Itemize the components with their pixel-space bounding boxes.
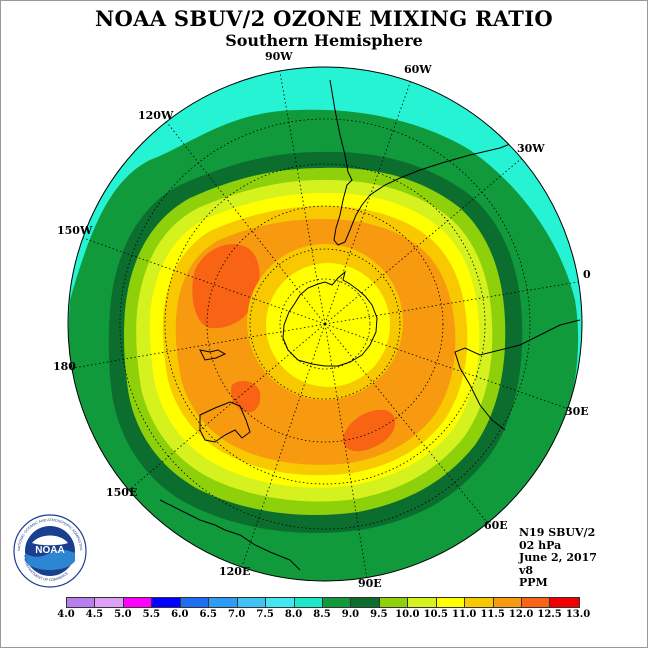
info-units: PPM xyxy=(519,576,548,589)
colorbar-swatch xyxy=(266,598,295,607)
colorbar-swatch xyxy=(209,598,238,607)
antarctica-coast xyxy=(282,270,378,367)
colorbar-tick-label: 11.5 xyxy=(480,609,505,620)
meridian-60e xyxy=(324,323,487,522)
coastlines xyxy=(159,79,581,571)
lon-label-90w: 90W xyxy=(265,50,293,63)
colorbar-tick-label: 12.5 xyxy=(537,609,562,620)
colorbar-tick-label: 10.0 xyxy=(395,609,420,620)
lon-label-60w: 60W xyxy=(404,63,432,76)
lon-label-30e: 30E xyxy=(565,405,589,418)
colorbar-tick-label: 4.0 xyxy=(57,609,75,620)
meridian-30w xyxy=(324,157,523,325)
logo-text: NOAA xyxy=(35,545,64,556)
meridian-120e xyxy=(241,323,326,568)
colorbar-tick-label: 11.0 xyxy=(452,609,477,620)
latitude-circle xyxy=(119,118,531,530)
colorbar-tick-label: 10.5 xyxy=(423,609,448,620)
info-block: N19 SBUV/2 02 hPa June 2, 2017 v8 PPM xyxy=(519,526,597,590)
colorbar-swatch xyxy=(322,598,352,607)
lon-label-120w: 120W xyxy=(138,109,174,122)
info-date: June 2, 2017 xyxy=(519,551,597,564)
colorbar-tick-label: 9.5 xyxy=(370,609,388,620)
lon-label-180: 180 xyxy=(53,360,76,373)
colorbar-swatch xyxy=(67,598,96,607)
colorbar-swatch xyxy=(294,598,323,607)
colorbar-tick-label: 9.0 xyxy=(341,609,360,620)
colorbar-tick-label: 5.5 xyxy=(142,609,161,620)
colorbar-swatch xyxy=(408,598,437,607)
colorbar-swatch xyxy=(522,598,551,607)
colorbar-tick-label: 6.5 xyxy=(199,609,217,620)
australia-south-coast xyxy=(199,401,251,443)
colorbar-tick-label: 8.0 xyxy=(284,609,303,620)
colorbar-swatch xyxy=(379,598,409,607)
colorbar-tick-label: 8.5 xyxy=(313,609,331,620)
meridian-30e xyxy=(324,323,567,409)
lon-label-90e: 90E xyxy=(358,577,382,590)
colorbar-swatch xyxy=(237,598,267,607)
colorbar-tick-label: 6.0 xyxy=(171,609,189,620)
lon-label-60e: 60E xyxy=(484,519,508,532)
lon-label-30w: 30W xyxy=(517,142,545,155)
meridian-150w xyxy=(82,237,326,325)
colorbar-swatch xyxy=(152,598,181,607)
contour-band-12-0 xyxy=(192,244,260,329)
contour-band-12-0 xyxy=(342,409,396,452)
colorbar-swatch xyxy=(493,598,522,607)
colorbar-tick-label: 12.0 xyxy=(508,609,534,620)
map-subtitle: Southern Hemisphere xyxy=(225,31,423,50)
australia-coast xyxy=(159,499,301,571)
noaa-logo: NOAA NATIONAL OCEANIC AND ATMOSPHERIC AD… xyxy=(12,513,87,588)
colorbar-swatch xyxy=(95,598,124,607)
lon-label-150w: 150W xyxy=(57,224,93,237)
latitude-circle xyxy=(164,163,486,485)
info-satellite: N19 SBUV/2 xyxy=(519,526,596,539)
map-boundary xyxy=(67,66,583,582)
colorbar-swatch xyxy=(351,598,380,607)
colorbar-swatch xyxy=(436,598,466,607)
colorbar xyxy=(66,597,580,608)
south-pole-marker xyxy=(323,322,327,326)
meridian-60w xyxy=(324,79,412,325)
inner-band-10-5 xyxy=(266,263,390,387)
africa-coast xyxy=(454,319,581,431)
colorbar-swatch xyxy=(123,598,153,607)
meridian-120w xyxy=(164,119,326,325)
contour-band-12-0 xyxy=(230,380,261,413)
colorbar-tick-label: 5.0 xyxy=(114,609,132,620)
new-zealand-coast xyxy=(199,349,227,361)
latitude-circle xyxy=(206,205,444,443)
meridian-90e xyxy=(324,323,368,580)
lon-label-0: 0 xyxy=(583,268,591,281)
south-america-coast xyxy=(329,79,541,246)
meridian-150e xyxy=(127,323,326,492)
latitude-circle xyxy=(279,278,371,370)
info-pressure: 02 hPa xyxy=(519,538,562,552)
colorbar-tick-label: 7.5 xyxy=(256,609,274,620)
lon-label-150e: 150E xyxy=(106,486,138,499)
colorbar-tick-label: 7.0 xyxy=(227,609,246,620)
colorbar-tick-label: 13.0 xyxy=(565,609,591,620)
meridian-180 xyxy=(68,323,326,370)
lon-label-120e: 120E xyxy=(219,565,251,578)
info-version: v8 xyxy=(519,563,534,577)
colorbar-swatch xyxy=(465,598,494,607)
colorbar-swatch xyxy=(550,598,579,607)
map-title: NOAA SBUV/2 OZONE MIXING RATIO xyxy=(95,6,553,31)
latitude-circle xyxy=(249,248,401,400)
colorbar-tick-label: 4.5 xyxy=(85,609,104,620)
colorbar-swatch xyxy=(180,598,210,607)
graticule xyxy=(68,67,582,580)
